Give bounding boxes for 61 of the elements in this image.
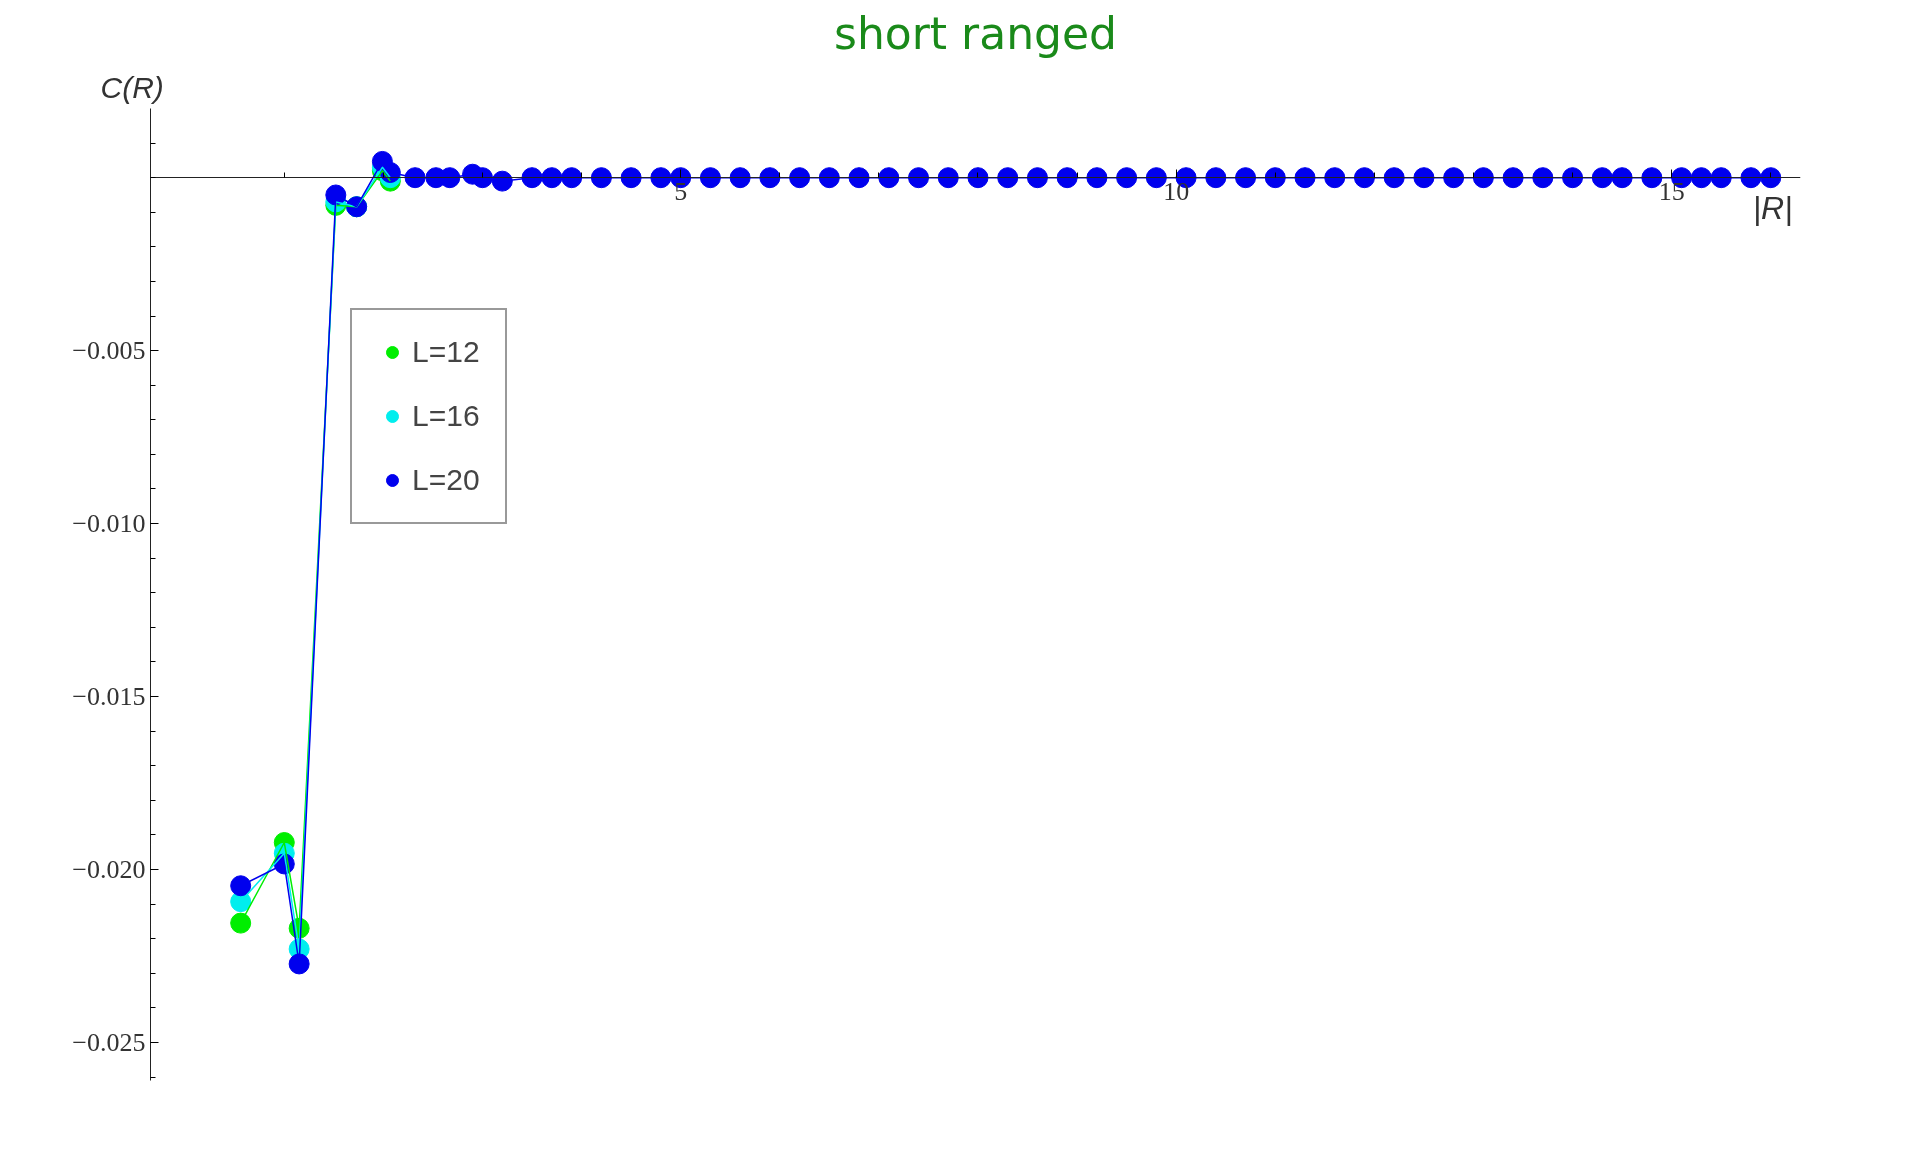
point: [1235, 167, 1257, 189]
point: [325, 184, 347, 206]
x-tick-label: 10: [1163, 176, 1190, 206]
point: [1353, 167, 1375, 189]
point: [230, 912, 252, 934]
x-axis-title: |R|: [1752, 189, 1793, 226]
point: [848, 167, 870, 189]
point: [1611, 167, 1633, 189]
point: [1264, 167, 1286, 189]
point: [1532, 167, 1554, 189]
point: [1145, 167, 1167, 189]
legend-label: L=20: [412, 463, 480, 497]
point: [1710, 167, 1732, 189]
point: [937, 167, 959, 189]
point: [699, 167, 721, 189]
point: [1413, 167, 1435, 189]
y-tick-label: −0.005: [72, 336, 146, 366]
point: [1026, 167, 1048, 189]
x-tick-label: 15: [1658, 176, 1685, 206]
point: [439, 167, 461, 189]
point: [1690, 167, 1712, 189]
point: [1294, 167, 1316, 189]
point: [1086, 167, 1108, 189]
y-tick-label: −0.025: [72, 1027, 146, 1057]
point: [908, 167, 930, 189]
point: [230, 875, 252, 897]
point: [620, 167, 642, 189]
point: [1056, 167, 1078, 189]
point: [1502, 167, 1524, 189]
chart-title: short ranged: [834, 7, 1117, 59]
point: [1443, 167, 1465, 189]
point: [288, 953, 310, 975]
point: [759, 167, 781, 189]
point: [541, 167, 563, 189]
legend-label: L=12: [412, 335, 480, 369]
point: [561, 167, 583, 189]
point: [1205, 167, 1227, 189]
legend-label: L=16: [412, 399, 480, 433]
point: [789, 167, 811, 189]
point: [967, 167, 989, 189]
point: [1383, 167, 1405, 189]
point: [1472, 167, 1494, 189]
point: [1740, 167, 1762, 189]
point: [521, 167, 543, 189]
point: [729, 167, 751, 189]
point: [878, 167, 900, 189]
point: [997, 167, 1019, 189]
y-tick-label: −0.015: [72, 682, 146, 712]
point: [1324, 167, 1346, 189]
point: [1591, 167, 1613, 189]
point: [1760, 167, 1782, 189]
point: [1641, 167, 1663, 189]
point: [590, 167, 612, 189]
y-tick-label: −0.010: [72, 509, 146, 539]
y-axis-title: C(R): [100, 70, 164, 104]
y-tick-label: −0.020: [72, 855, 146, 884]
point: [1116, 167, 1138, 189]
point: [1562, 167, 1584, 189]
point: [818, 167, 840, 189]
point: [650, 167, 672, 189]
point: [404, 167, 426, 189]
